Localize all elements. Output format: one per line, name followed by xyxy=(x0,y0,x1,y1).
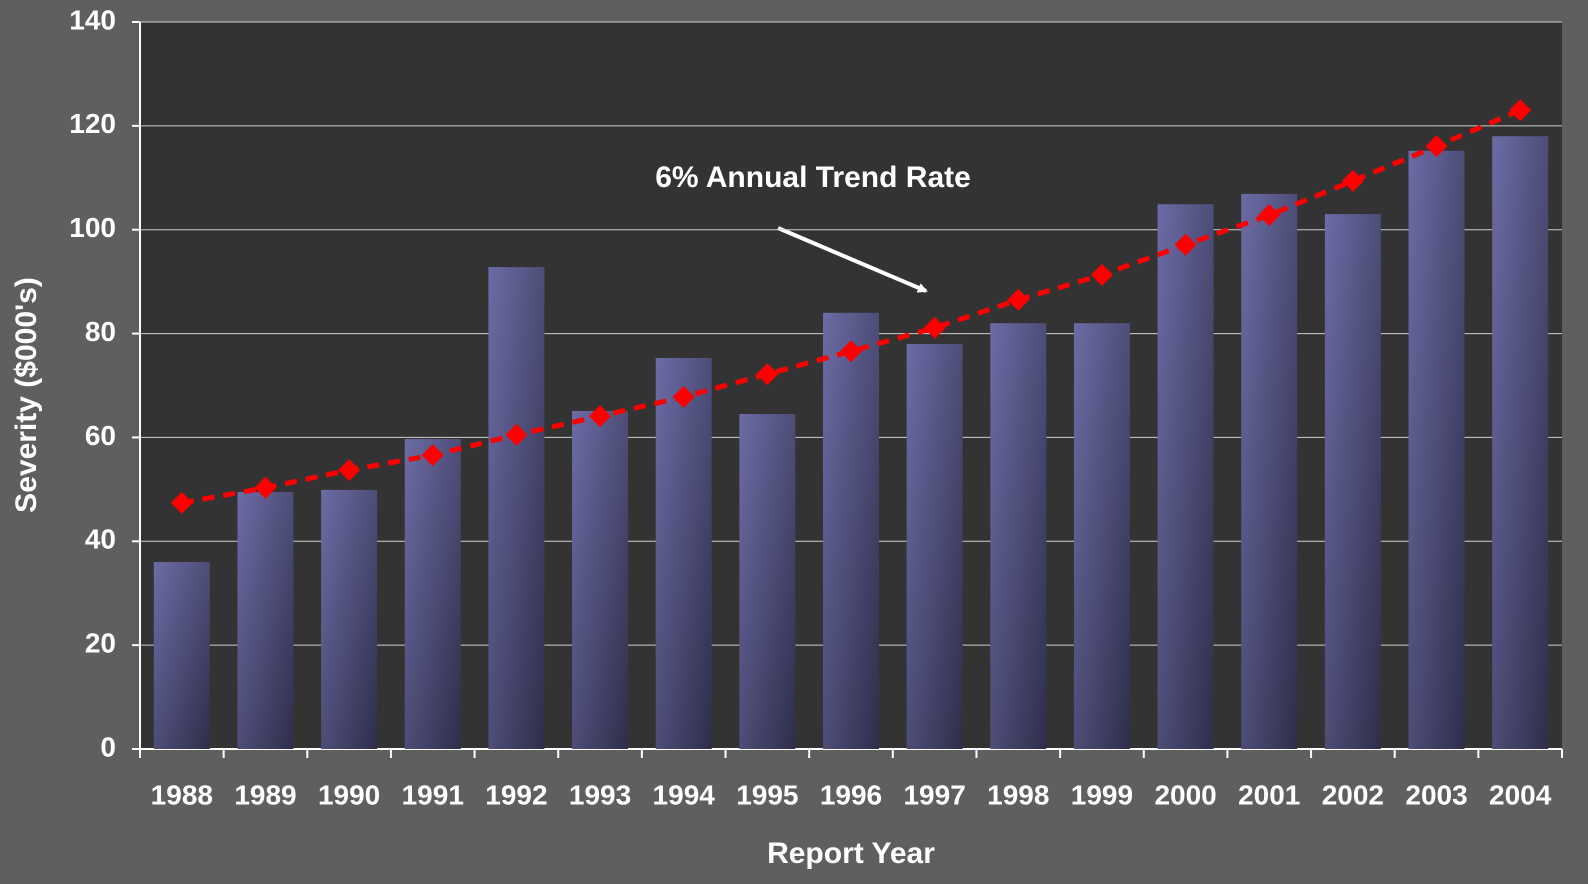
x-tick-label: 2000 xyxy=(1154,779,1216,810)
x-tick-label: 1997 xyxy=(903,779,965,810)
bar xyxy=(990,323,1047,749)
x-tick-label: 1992 xyxy=(485,779,547,810)
bar xyxy=(321,489,378,749)
trend-marker xyxy=(338,459,361,482)
annotation-arrow xyxy=(777,226,928,293)
y-tick-label: 0 xyxy=(100,731,116,762)
x-tick-label: 1993 xyxy=(569,779,631,810)
y-axis-label: Severity ($000's) xyxy=(10,277,43,513)
bar xyxy=(906,343,963,749)
trend-marker xyxy=(923,316,946,339)
trend-marker xyxy=(1258,204,1281,227)
x-tick-label: 1988 xyxy=(151,779,213,810)
trend-marker xyxy=(505,423,528,446)
x-axis-label: Report Year xyxy=(767,837,935,870)
trend-marker xyxy=(170,491,193,514)
x-tick-label: 2003 xyxy=(1405,779,1467,810)
bar xyxy=(1408,150,1465,750)
bar xyxy=(1324,214,1381,749)
bar xyxy=(404,438,461,749)
trend-marker xyxy=(1090,263,1113,286)
trend-marker xyxy=(254,476,277,499)
x-tick-label: 1989 xyxy=(234,779,296,810)
y-tick-label: 20 xyxy=(85,628,116,659)
y-tick-label: 60 xyxy=(85,420,116,451)
bar xyxy=(655,357,712,749)
x-tick-label: 1996 xyxy=(820,779,882,810)
bar xyxy=(572,410,629,749)
x-tick-label: 2004 xyxy=(1489,779,1552,810)
trend-marker xyxy=(1174,233,1197,256)
bar xyxy=(1073,323,1130,749)
trend-marker xyxy=(589,405,612,428)
x-tick-label: 1991 xyxy=(402,779,464,810)
y-tick-label: 80 xyxy=(85,316,116,347)
trend-marker xyxy=(421,444,444,467)
bar xyxy=(488,267,545,749)
trend-line xyxy=(181,107,1522,506)
y-tick-label: 100 xyxy=(69,212,116,243)
y-tick-label: 140 xyxy=(69,4,116,35)
bar xyxy=(739,414,796,749)
bar xyxy=(1157,204,1214,749)
x-tick-label: 1999 xyxy=(1071,779,1133,810)
trend-marker xyxy=(672,385,695,408)
trend-marker xyxy=(1425,135,1448,158)
x-tick-label: 1998 xyxy=(987,779,1049,810)
trend-marker xyxy=(1509,99,1532,122)
y-tick-label: 40 xyxy=(85,524,116,555)
x-tick-label: 1995 xyxy=(736,779,798,810)
annotation: 6% Annual Trend Rate xyxy=(655,161,971,194)
trend-marker xyxy=(1341,169,1364,192)
x-tick-label: 2002 xyxy=(1322,779,1384,810)
x-tick-label: 1994 xyxy=(653,779,716,810)
trend-marker xyxy=(840,340,862,363)
bar xyxy=(823,312,879,749)
bar xyxy=(237,491,294,749)
x-tick-label: 2001 xyxy=(1238,779,1300,810)
trend-marker xyxy=(756,363,779,386)
bar xyxy=(1492,136,1549,749)
x-tick-label: 1990 xyxy=(318,779,380,810)
bar xyxy=(1241,193,1298,750)
trend-marker xyxy=(1007,288,1030,311)
y-tick-label: 120 xyxy=(69,108,116,139)
bar xyxy=(153,562,210,749)
